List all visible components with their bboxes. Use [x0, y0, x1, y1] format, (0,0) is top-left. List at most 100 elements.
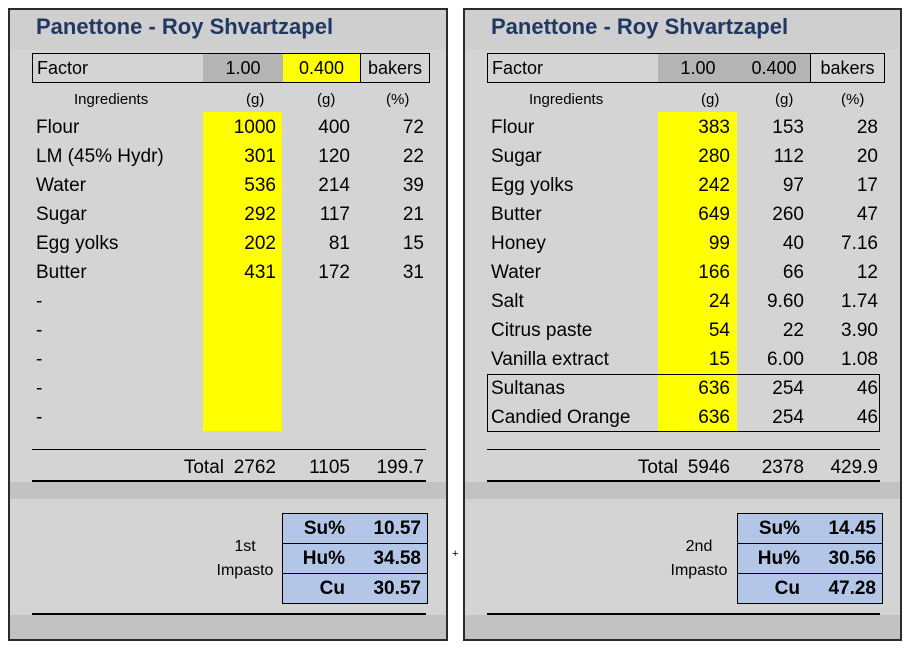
ingredient-grams-input[interactable]: 242	[698, 175, 730, 196]
header-grams-1: (g)	[246, 91, 265, 108]
stat-value: 30.56	[828, 548, 876, 569]
ingredient-name: Sugar	[36, 204, 87, 225]
ingredient-grams-input[interactable]: 54	[708, 320, 730, 341]
header-ingredients: Ingredients	[74, 91, 149, 108]
ingredient-grams-scaled: 117	[319, 204, 350, 225]
ingredient-percent: 31	[402, 262, 424, 283]
ingredient-name: Honey	[491, 233, 546, 254]
ingredient-name: Butter	[36, 262, 87, 283]
total-underline	[487, 480, 880, 482]
ingredient-grams-input[interactable]: 536	[244, 175, 276, 196]
recipe-panel-second-impasto: Panettone - Roy Shvartzapel Factor 1.00 …	[463, 8, 902, 641]
ingredient-percent: 17	[856, 175, 878, 196]
ingredient-percent: 1.08	[841, 349, 878, 370]
ingredient-row: Water 536 214 39	[10, 171, 446, 200]
input-column-highlight	[658, 112, 737, 431]
impasto-line-1: 1st	[234, 538, 256, 555]
ingredient-grams-scaled: 112	[773, 146, 804, 167]
ingredient-name: Water	[36, 175, 86, 196]
factor-value-2-input[interactable]: 0.400	[283, 54, 360, 82]
ingredient-grams-input[interactable]: 202	[244, 233, 276, 254]
impasto-line-1: 2nd	[685, 538, 713, 555]
ingredient-row: Honey 99 40 7.16	[465, 229, 900, 258]
ingredient-grams-input[interactable]: 15	[708, 349, 730, 370]
ingredient-grams-input[interactable]: 280	[698, 146, 730, 167]
ingredient-name: Sultanas	[491, 378, 565, 399]
ingredient-grams-scaled: 6.00	[767, 349, 804, 370]
header-percent: (%)	[386, 91, 410, 108]
ingredient-name: Flour	[491, 117, 535, 138]
ingredient-row: Sugar 280 112 20	[465, 142, 900, 171]
ingredient-row: Sugar 292 117 21	[10, 200, 446, 229]
ingredient-row: Water 166 66 12	[465, 258, 900, 287]
stat-label: Cu	[319, 578, 345, 599]
ingredient-name: Water	[491, 262, 541, 283]
stat-label: Hu%	[302, 548, 345, 569]
total-divider	[32, 449, 426, 450]
header-percent: (%)	[841, 91, 865, 108]
factor-label: Factor	[492, 58, 544, 78]
ingredient-grams-input[interactable]: 649	[698, 204, 730, 225]
stat-hu: Hu% 34.58	[283, 544, 427, 574]
ingredient-percent: 39	[402, 175, 424, 196]
ingredient-grams-input[interactable]: 292	[244, 204, 276, 225]
ingredient-row: Sultanas 636 254 46	[465, 374, 900, 403]
ingredient-percent: 15	[402, 233, 424, 254]
ingredient-grams-input[interactable]: 166	[698, 262, 730, 283]
section-band	[465, 482, 900, 499]
total-row: Total 2762 1105 199.7	[10, 453, 446, 483]
total-grams-1: 5946	[687, 457, 730, 478]
ingredient-name: Vanilla extract	[491, 349, 609, 370]
ingredient-row: LM (45% Hydr) 301 120 22	[10, 142, 446, 171]
stat-value: 34.58	[373, 548, 421, 569]
ingredient-grams-scaled: 153	[772, 117, 804, 138]
header-grams-1: (g)	[701, 91, 720, 108]
stat-hu: Hu% 30.56	[738, 544, 882, 574]
ingredient-row: Flour 1000 400 72	[10, 113, 446, 142]
ingredient-grams-input[interactable]: 24	[708, 291, 730, 312]
ingredient-grams-input[interactable]: 383	[698, 117, 730, 138]
impasto-line-2: Impasto	[670, 562, 728, 579]
ingredient-grams-scaled: 260	[772, 204, 804, 225]
factor-value-2[interactable]: 0.400	[738, 54, 810, 82]
ingredient-percent: 46	[856, 407, 878, 428]
input-column-highlight	[203, 112, 282, 431]
ingredient-grams-input[interactable]: 431	[244, 262, 276, 283]
ingredient-grams-input[interactable]: 301	[244, 146, 276, 167]
total-grams-1: 2762	[233, 457, 276, 478]
sheet-title: Panettone - Roy Shvartzapel	[491, 14, 789, 39]
ingredient-percent: 47	[856, 204, 878, 225]
ingredient-grams-input[interactable]: 1000	[233, 117, 276, 138]
ingredient-grams-input[interactable]: 99	[708, 233, 730, 254]
ingredient-name: Candied Orange	[491, 407, 631, 428]
ingredient-row: Candied Orange 636 254 46	[465, 403, 900, 432]
stats-box: Su% 10.57 Hu% 34.58 Cu 30.57	[282, 513, 428, 604]
separator-glyph: +	[452, 548, 459, 560]
stat-cu: Cu 47.28	[738, 574, 882, 604]
ingredient-grams-scaled: 97	[782, 175, 804, 196]
factor-unit: bakers	[360, 54, 429, 82]
ingredient-grams-scaled: 214	[318, 175, 350, 196]
stat-label: Hu%	[757, 548, 800, 569]
factor-value-1[interactable]: 1.00	[658, 54, 738, 82]
ingredient-name: Salt	[491, 291, 524, 312]
total-percent: 199.7	[376, 457, 424, 478]
ingredient-name: -	[36, 320, 43, 341]
title-band	[10, 10, 446, 50]
factor-value-1[interactable]: 1.00	[203, 54, 283, 82]
total-grams-2: 1105	[309, 457, 350, 478]
ingredient-grams-scaled: 40	[782, 233, 804, 254]
stat-value: 30.57	[373, 578, 421, 599]
stat-label: Su%	[758, 518, 800, 539]
ingredient-grams-scaled: 120	[318, 146, 350, 167]
bottom-band	[10, 615, 446, 639]
ingredient-name: -	[36, 378, 43, 399]
ingredient-name: Egg yolks	[491, 175, 574, 196]
ingredient-grams-input[interactable]: 636	[698, 407, 730, 428]
ingredient-grams-input[interactable]: 636	[698, 378, 730, 399]
stat-value: 47.28	[828, 578, 876, 599]
ingredient-row: -	[10, 287, 446, 316]
ingredient-row: Butter 431 172 31	[10, 258, 446, 287]
stat-label: Su%	[303, 518, 345, 539]
sheet-title: Panettone - Roy Shvartzapel	[36, 14, 334, 39]
